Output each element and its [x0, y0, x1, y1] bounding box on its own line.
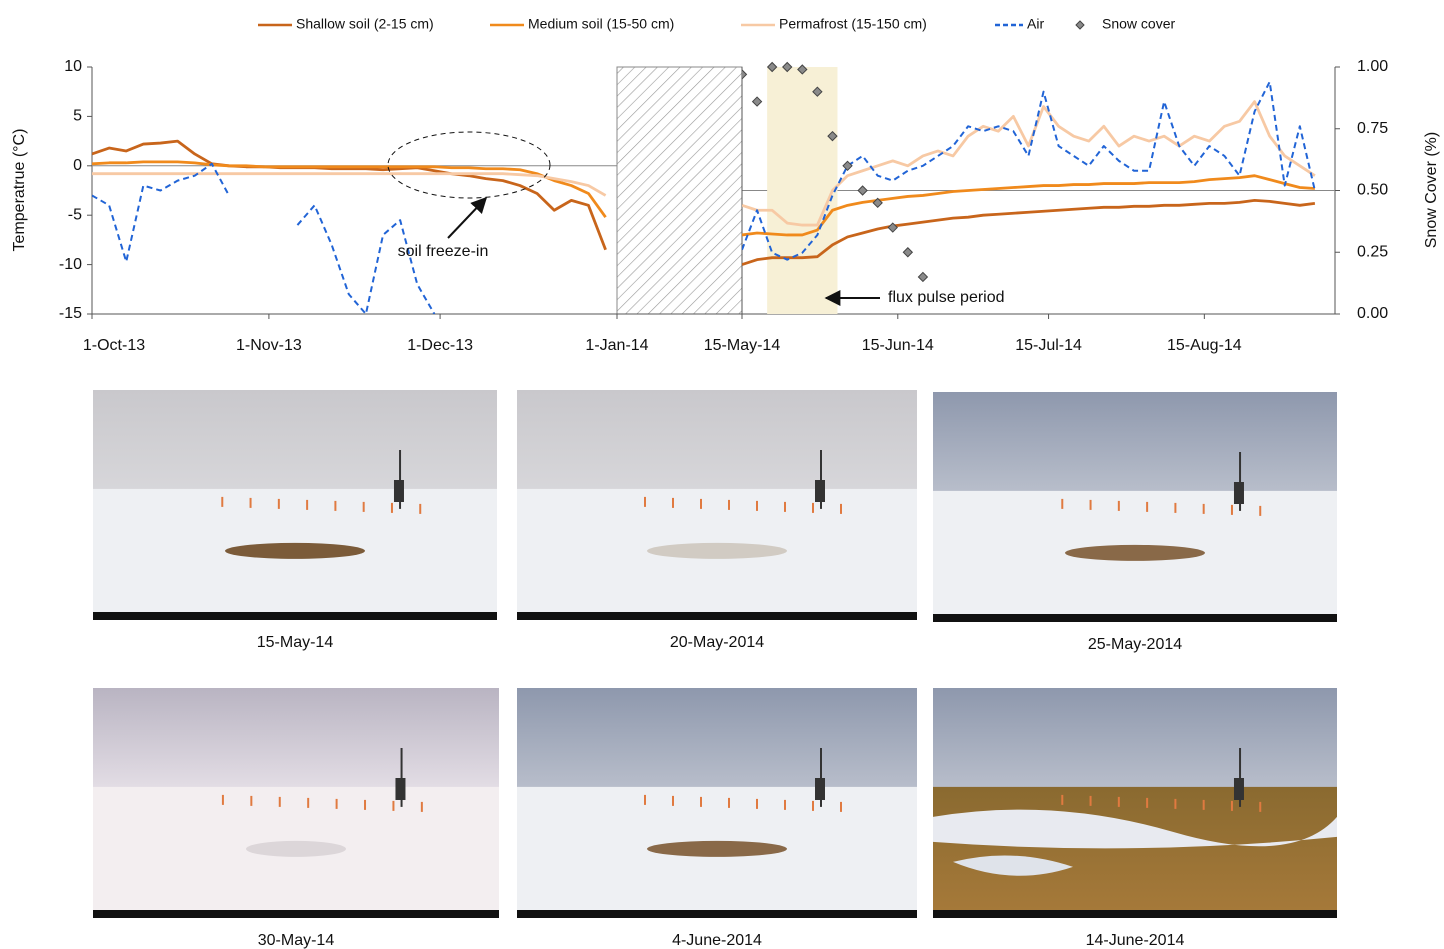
x-tick-label: 15-Jul-14 [1015, 337, 1082, 354]
y-tick-label: 0 [73, 157, 82, 174]
camera-photo [517, 390, 917, 620]
photo-caption: 25-May-2014 [1088, 636, 1182, 653]
panel-series [92, 139, 607, 314]
bare-patch [647, 542, 787, 559]
met-box [815, 480, 825, 502]
camera-photo [933, 688, 1337, 918]
x-tick-label: 1-Dec-13 [407, 337, 473, 354]
series-line [296, 204, 436, 314]
y2-axis-title: Snow Cover (%) [1423, 132, 1440, 248]
met-box [1233, 482, 1244, 504]
snow-marker [857, 185, 868, 196]
snow-marker [842, 160, 853, 172]
series-line [92, 139, 607, 251]
panel-series [742, 61, 1316, 283]
met-box [815, 778, 825, 800]
photo-info-bar [933, 614, 1337, 622]
snow-marker [887, 222, 898, 233]
legend-label: Permafrost (15-150 cm) [779, 16, 927, 32]
camera-photo [933, 392, 1337, 622]
snow-patch [933, 809, 1337, 849]
snow-patch [953, 855, 1073, 876]
y-tick-label: -10 [59, 256, 82, 273]
x-tick-label: 1-Jan-14 [585, 337, 648, 354]
series-line [92, 172, 607, 197]
photo-info-bar [517, 910, 917, 918]
snow-marker [742, 69, 748, 80]
x-tick-label: 15-May-14 [704, 337, 781, 354]
legend-marker [1075, 20, 1085, 30]
annotation-arrow [447, 196, 488, 239]
legend-label: Air [1027, 16, 1044, 32]
photo-caption: 15-May-14 [257, 634, 334, 651]
series-line [742, 198, 1316, 266]
annotation: flux pulse period [888, 289, 1005, 306]
y-tick-label: -5 [68, 206, 82, 223]
bare-patch [246, 840, 346, 857]
y-axis-title: Temperatrue (°C) [11, 129, 28, 252]
photo-caption: 30-May-14 [258, 932, 335, 949]
camera-photo [93, 688, 499, 918]
met-box [393, 480, 404, 502]
x-tick-label: 15-Aug-14 [1167, 337, 1242, 354]
x-tick-label: 1-Oct-13 [83, 337, 145, 354]
y-tick-label: 10 [64, 58, 82, 75]
photo-info-bar [93, 612, 497, 620]
freeze-in-ellipse [387, 131, 551, 199]
legend-label: Shallow soil (2-15 cm) [296, 16, 434, 32]
y2-tick-label: 0.50 [1357, 182, 1388, 199]
snow-marker [872, 197, 883, 209]
met-box [1233, 778, 1244, 800]
met-box [395, 778, 406, 800]
photo-info-bar [93, 910, 499, 918]
y-tick-label: 5 [73, 108, 82, 125]
photo-caption: 14-June-2014 [1086, 932, 1185, 949]
snow-marker [917, 271, 929, 283]
snow-marker [766, 61, 778, 73]
legend-label: Snow cover [1102, 16, 1175, 32]
photo-ground [517, 488, 917, 620]
y2-tick-label: 1.00 [1357, 58, 1388, 75]
photo-caption: 4-June-2014 [672, 932, 762, 949]
series-line [92, 162, 230, 263]
data-gap [616, 66, 743, 315]
photo-info-bar [933, 910, 1337, 918]
flux-pulse-band [767, 67, 838, 314]
snow-marker [902, 247, 914, 258]
snow-marker [812, 86, 823, 97]
y2-tick-label: 0.75 [1357, 120, 1388, 137]
y-tick-label: -15 [59, 305, 82, 322]
bare-patch [225, 542, 365, 559]
series-line [742, 100, 1316, 227]
bare-patch [1065, 544, 1205, 561]
annotation: soil freeze-in [398, 243, 489, 260]
y2-tick-label: 0.25 [1357, 243, 1388, 260]
series-line [742, 174, 1315, 237]
photo-ground [933, 786, 1337, 918]
snow-marker [751, 96, 763, 107]
snow-marker [797, 64, 808, 75]
x-tick-label: 15-Jun-14 [862, 337, 934, 354]
photo-caption: 20-May-2014 [670, 634, 764, 651]
legend-label: Medium soil (15-50 cm) [528, 16, 674, 32]
x-tick-label: 1-Nov-13 [236, 337, 302, 354]
bare-patch [647, 840, 787, 857]
series-line [92, 160, 607, 218]
snow-marker [782, 61, 793, 73]
camera-photo [93, 390, 497, 620]
camera-photo [517, 688, 917, 918]
y2-tick-label: 0.00 [1357, 305, 1388, 322]
snow-marker [827, 130, 838, 142]
photo-info-bar [517, 612, 917, 620]
